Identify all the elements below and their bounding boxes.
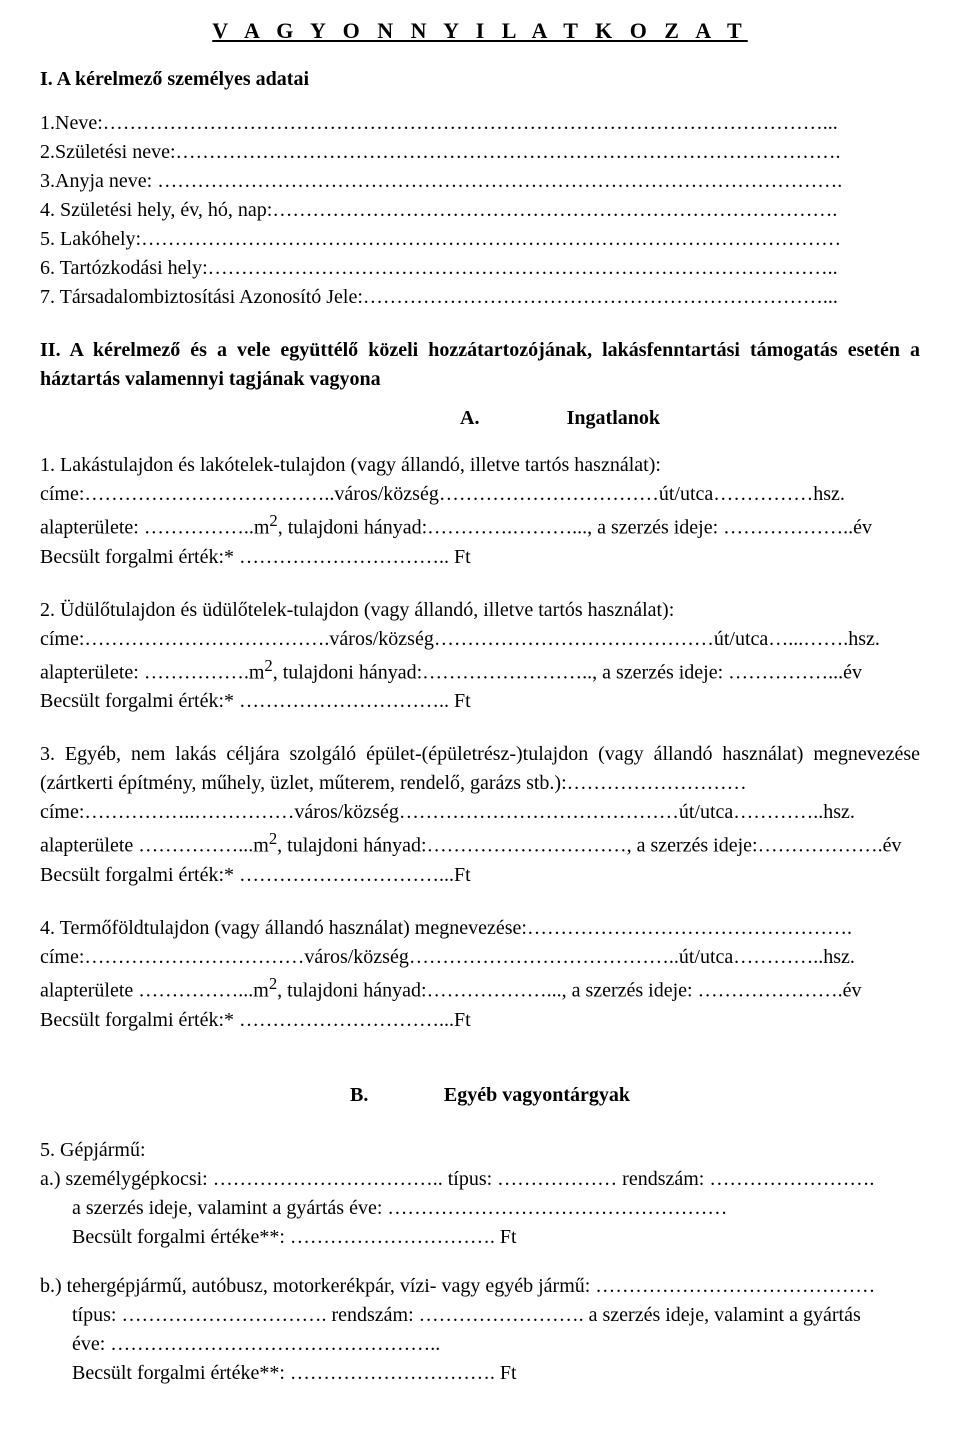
item4-l3a: alapterülete ……………...m	[40, 980, 269, 1002]
sup-2: 2	[264, 656, 272, 675]
sub-a-letter: A.	[460, 404, 479, 433]
item3-line3: alapterülete ……………...m2, tulajdoni hánya…	[40, 827, 920, 861]
section-2-heading: II. A kérelmező és a vele együttélő köze…	[40, 336, 920, 394]
section-1-list: 1.Neve:…………………………………………………………………………………………	[40, 109, 920, 312]
item2-line1: 2. Üdülőtulajdon és üdülőtelek-tulajdon …	[40, 596, 920, 625]
subheading-a: A. Ingatlanok	[40, 404, 920, 433]
property-item-2: 2. Üdülőtulajdon és üdülőtelek-tulajdon …	[40, 596, 920, 717]
item1-line3: alapterülete: ……………..m2, tulajdoni hánya…	[40, 509, 920, 543]
item3-l3a: alapterülete ……………...m	[40, 835, 269, 857]
property-item-1: 1. Lakástulajdon és lakótelek-tulajdon (…	[40, 451, 920, 572]
personal-line-6: 6. Tartózkodási hely:……………………………………………………	[40, 254, 920, 283]
document-title: V A G Y O N N Y I L A T K O Z A T	[40, 18, 920, 44]
personal-line-1: 1.Neve:…………………………………………………………………………………………	[40, 109, 920, 138]
property-item-3: 3. Egyéb, nem lakás céljára szolgáló épü…	[40, 740, 920, 890]
sub-b-text: Egyéb vagyontárgyak	[444, 1081, 630, 1110]
item1-line1: 1. Lakástulajdon és lakótelek-tulajdon (…	[40, 451, 920, 480]
item2-line4: Becsült forgalmi érték:* ………………………….. Ft	[40, 687, 920, 716]
sup-2: 2	[269, 511, 277, 530]
personal-line-7: 7. Társadalombiztosítási Azonosító Jele:…	[40, 283, 920, 312]
item4-line4: Becsült forgalmi érték:* …………………………...Ft	[40, 1006, 920, 1035]
item5-b1: b.) tehergépjármű, autóbusz, motorkerékp…	[40, 1272, 920, 1301]
item4-line2: címe:……………………………város/község…………………………………	[40, 943, 920, 972]
item1-l3b: , tulajdoni hányad:………….………..., a szerzé…	[278, 517, 872, 539]
item5-b2: típus: …………………………. rendszám: ……………………. a…	[40, 1301, 920, 1330]
item4-l3b: , tulajdoni hányad:………………..., a szerzés …	[277, 980, 861, 1002]
item5-a3: Becsült forgalmi értéke**: …………………………. F…	[40, 1223, 920, 1252]
personal-line-5: 5. Lakóhely:……………………………………………………………………………	[40, 225, 920, 254]
subheading-b: B. Egyéb vagyontárgyak	[40, 1081, 920, 1110]
item2-line2: címe:……………………………….város/község……………………………	[40, 625, 920, 654]
item5-b3: éve: …………………………………………..	[40, 1330, 920, 1359]
section-1-heading: I. A kérelmező személyes adatai	[40, 68, 920, 91]
page: V A G Y O N N Y I L A T K O Z A T I. A k…	[0, 0, 960, 1452]
item5-a2: a szerzés ideje, valamint a gyártás éve:…	[40, 1194, 920, 1223]
item2-l3a: alapterülete: …………….m	[40, 661, 264, 683]
sub-b-letter: B.	[350, 1081, 368, 1110]
sub-a-text: Ingatlanok	[567, 404, 660, 433]
item5-line1: 5. Gépjármű:	[40, 1136, 920, 1165]
item2-l3b: , tulajdoni hányad:…………………….., a szerzés…	[273, 661, 862, 683]
item5-b4: Becsült forgalmi értéke**: …………………………. F…	[40, 1359, 920, 1388]
sup-2: 2	[269, 829, 277, 848]
item1-line4: Becsült forgalmi érték:* ………………………….. Ft	[40, 543, 920, 572]
sup-2: 2	[269, 974, 277, 993]
item4-line3: alapterülete ……………...m2, tulajdoni hánya…	[40, 972, 920, 1006]
item2-line3: alapterülete: …………….m2, tulajdoni hányad…	[40, 654, 920, 688]
item1-l3a: alapterülete: ……………..m	[40, 517, 269, 539]
item4-line1: 4. Termőföldtulajdon (vagy állandó haszn…	[40, 914, 920, 943]
personal-line-3: 3.Anyja neve: ………………………………………………………………………	[40, 167, 920, 196]
item1-line2: címe:………………………………..város/község…………………………	[40, 480, 920, 509]
property-item-4: 4. Termőföldtulajdon (vagy állandó haszn…	[40, 914, 920, 1035]
spacer	[40, 1252, 920, 1272]
personal-line-4: 4. Születési hely, év, hó, nap:…………………………	[40, 196, 920, 225]
vehicle-item-5: 5. Gépjármű: a.) személygépkocsi: …………………	[40, 1136, 920, 1388]
item3-line1: 3. Egyéb, nem lakás céljára szolgáló épü…	[40, 740, 920, 798]
item3-line2: címe:……………..……………város/község………………………………	[40, 798, 920, 827]
item3-line4: Becsült forgalmi érték:* …………………………...Ft	[40, 861, 920, 890]
personal-line-2: 2.Születési neve:………………………………………………………………	[40, 138, 920, 167]
item3-l3b: , tulajdoni hányad:…………………………, a szerzés…	[277, 835, 901, 857]
item5-a1: a.) személygépkocsi: …………………………….. típus…	[40, 1165, 920, 1194]
